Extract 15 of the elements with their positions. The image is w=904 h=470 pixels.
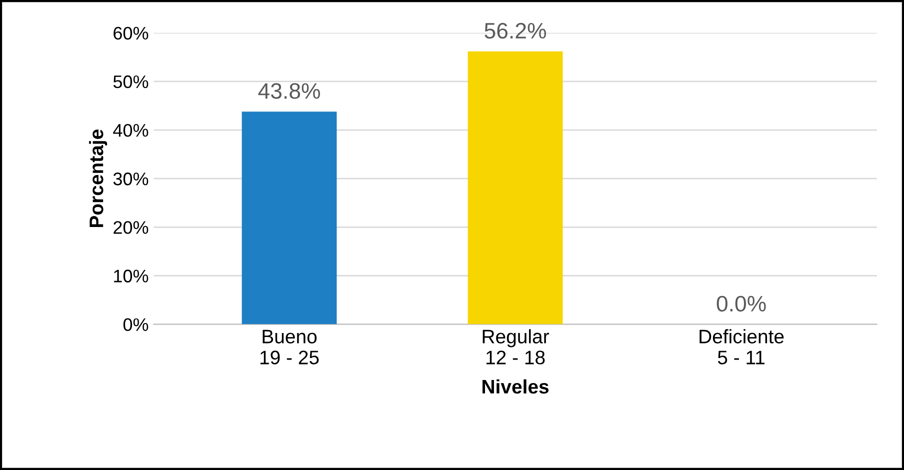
data-label: 0.0% <box>716 296 766 312</box>
y-tick-label: 20% <box>114 221 148 234</box>
x-tick-label: Bueno 19 - 25 <box>260 330 319 364</box>
y-tick-label: 50% <box>113 75 148 88</box>
y-tick-label: 0% <box>123 318 148 332</box>
y-tick-label: 60% <box>114 26 148 40</box>
x-tick-label: Regular 12 - 18 <box>482 329 550 364</box>
data-label: 56.2% <box>484 22 546 39</box>
y-tick-label: 30% <box>113 172 148 186</box>
x-axis-title: Niveles <box>482 379 549 394</box>
y-tick-label: 40% <box>113 124 148 137</box>
y-tick-label: 10% <box>114 270 148 282</box>
data-label: 43.8% <box>258 83 320 99</box>
x-tick-label: Deficiente 5 - 11 <box>700 329 784 364</box>
y-axis-title: Porcentaje <box>89 130 108 228</box>
